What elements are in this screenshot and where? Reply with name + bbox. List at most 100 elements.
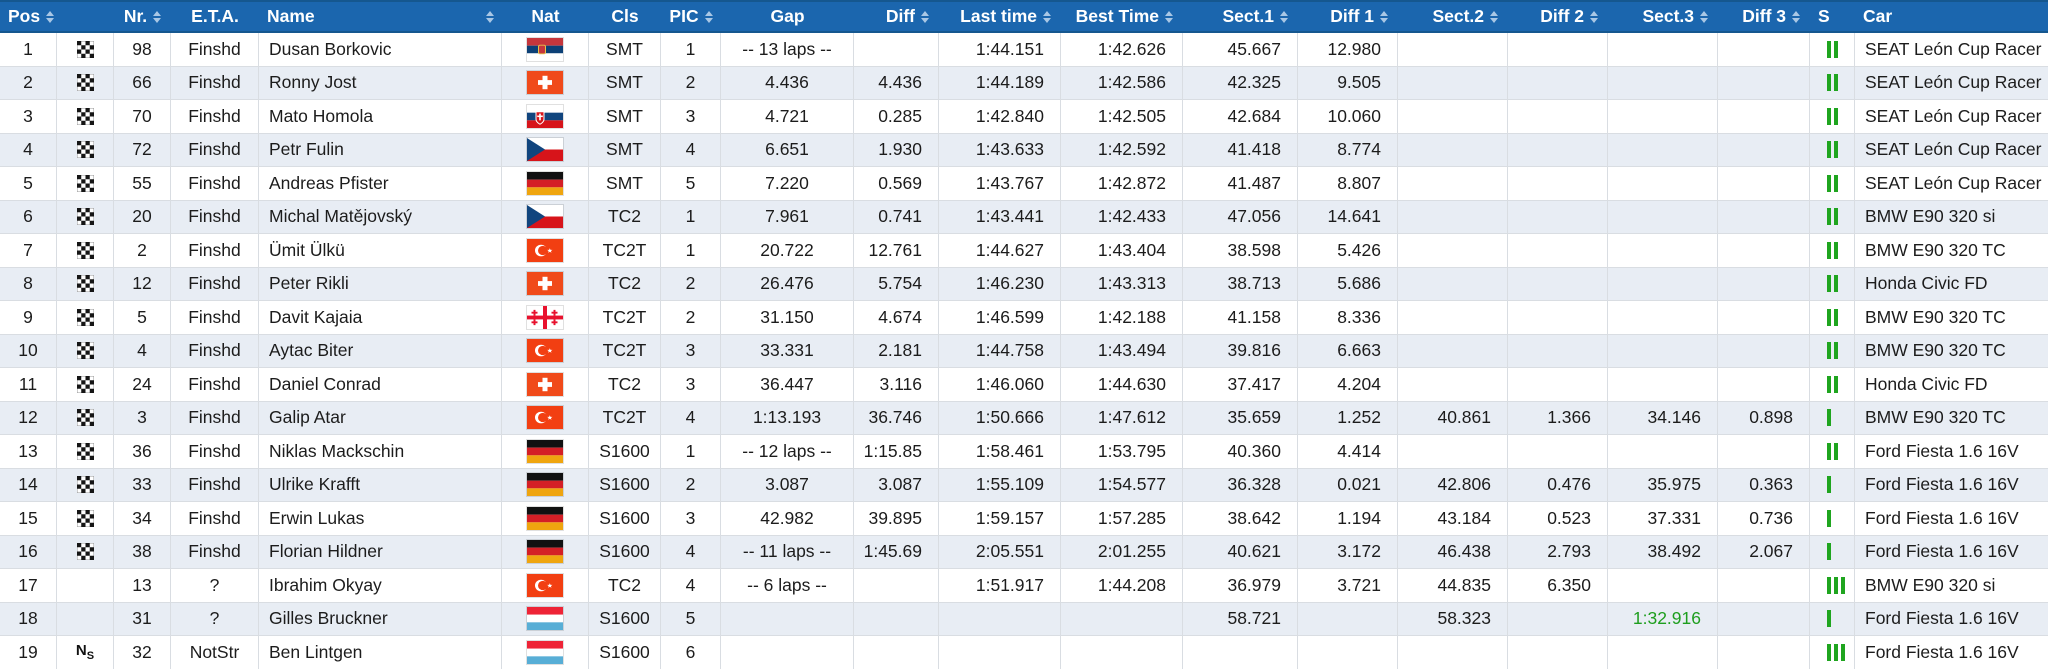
gap-cell: -- 11 laps -- (721, 535, 854, 568)
column-header-s2[interactable]: Sect.2 (1398, 2, 1508, 31)
status-bars-icon (1820, 74, 1838, 92)
table-row[interactable]: 13 36 Finshd Niklas Mackschin S1600 1 -- 12 la… (0, 435, 2048, 469)
column-header-nr[interactable]: Nr. (114, 2, 171, 31)
pic-cell: 2 (661, 468, 721, 501)
sort-icon (704, 10, 713, 23)
gap-cell: 7.220 (721, 167, 854, 200)
pic-cell: 4 (661, 133, 721, 166)
column-header-s1[interactable]: Sect.1 (1183, 2, 1298, 31)
name-cell: Erwin Lukas (259, 502, 502, 535)
status-bars-icon (1820, 208, 1838, 226)
best-cell: 1:44.208 (1061, 569, 1183, 602)
table-row[interactable]: 12 3 Finshd Galip Atar TC2T 4 1:13.193 36.746 1:… (0, 401, 2048, 435)
gap-cell: -- 13 laps -- (721, 33, 854, 66)
gap-cell: -- 12 laps -- (721, 435, 854, 468)
pic-cell: 3 (661, 100, 721, 133)
d2-cell (1508, 368, 1608, 401)
table-row[interactable]: 10 4 Finshd Aytac Biter TC2T 3 33.331 2.181 1:44… (0, 334, 2048, 368)
table-row[interactable]: 18 31? Gilles Bruckner S1600 5 58.721 58.323 1:… (0, 602, 2048, 636)
d2-cell (1508, 267, 1608, 300)
table-row[interactable]: 14 33 Finshd Ulrike Krafft S1600 2 3.087 3.087 1… (0, 468, 2048, 502)
column-header-name[interactable]: Name (259, 2, 502, 31)
checkered-flag-icon (76, 107, 94, 125)
table-row[interactable]: 15 34 Finshd Erwin Lukas S1600 3 42.982 39.895 1… (0, 502, 2048, 536)
s1-cell: 35.659 (1183, 401, 1298, 434)
cls-cell: S1600 (589, 535, 661, 568)
car-cell: Ford Fiesta 1.6 16V (1865, 474, 2019, 495)
d2-cell (1508, 66, 1608, 99)
pic-cell: 5 (661, 167, 721, 200)
table-row[interactable]: 2 66 Finshd Ronny Jost SMT 2 4.436 4.436 1:44.18… (0, 66, 2048, 100)
diff-cell: 12.761 (854, 234, 939, 267)
table-row[interactable]: 19 NS 32 NotStr Ben Lintgen S1600 6 Ford Fiesta… (0, 636, 2048, 669)
eta-cell: Finshd (171, 334, 259, 367)
status-bars-icon (1820, 375, 1838, 393)
column-header-d2[interactable]: Diff 2 (1508, 2, 1608, 31)
table-row[interactable]: 6 20 Finshd Michal Matějovský TC2 1 7.961 0.741… (0, 200, 2048, 234)
car-cell: BMW E90 320 TC (1865, 340, 2006, 361)
pos-cell: 4 (0, 133, 57, 166)
pic-cell: 2 (661, 301, 721, 334)
nationality-cell (502, 100, 589, 133)
name-cell: Daniel Conrad (259, 368, 502, 401)
d3-cell (1718, 334, 1810, 367)
column-header-pos[interactable]: Pos (0, 2, 57, 31)
nationality-cell (502, 133, 589, 166)
nationality-cell (502, 401, 589, 434)
finish-status-cell (57, 33, 114, 66)
car-cell: BMW E90 320 TC (1865, 306, 2006, 327)
column-label: Nr. (123, 6, 148, 26)
table-row[interactable]: 17 13? Ibrahim Okyay TC2 4 -- 6 laps -- 1:51.9… (0, 569, 2048, 603)
eta-cell: Finshd (171, 167, 259, 200)
cls-cell: SMT (589, 33, 661, 66)
checkered-flag-icon (76, 40, 94, 58)
flag-de-icon (527, 540, 563, 564)
column-header-s3[interactable]: Sect.3 (1608, 2, 1718, 31)
table-row[interactable]: 5 55 Finshd Andreas Pfister SMT 5 7.220 0.569 1:… (0, 167, 2048, 201)
cls-cell: TC2 (589, 368, 661, 401)
column-header-d1[interactable]: Diff 1 (1298, 2, 1398, 31)
table-row[interactable]: 9 5 Finshd Davit Kajaia TC2T 2 31.150 4.674 1:46… (0, 301, 2048, 335)
sort-icon (486, 10, 494, 23)
sort-icon (1792, 10, 1800, 23)
status-bars-icon (1820, 543, 1831, 561)
car-cell: Ford Fiesta 1.6 16V (1865, 507, 2019, 528)
table-row[interactable]: 7 2 Finshd Ümit Ülkü TC2T 1 20.722 12.761 1:44.6… (0, 234, 2048, 268)
status-bars-cell (1810, 133, 1855, 166)
best-cell: 1:42.626 (1061, 33, 1183, 66)
nr-cell: 55 (114, 167, 171, 200)
d2-cell: 6.350 (1508, 569, 1608, 602)
gap-cell (721, 636, 854, 669)
status-bars-icon (1820, 476, 1831, 494)
column-label: Car (1863, 6, 1893, 26)
finish-status-cell (57, 502, 114, 535)
column-header-pic[interactable]: PIC (661, 2, 721, 31)
table-row[interactable]: 1 98 Finshd Dusan Borkovic SMT 1 -- 13 laps --… (0, 33, 2048, 67)
nationality-cell (502, 267, 589, 300)
last-cell: 1:44.189 (939, 66, 1061, 99)
last-cell: 1:58.461 (939, 435, 1061, 468)
column-header-diff[interactable]: Diff (854, 2, 939, 31)
table-row[interactable]: 4 72 Finshd Petr Fulin SMT 4 6.651 1.930 1:43.63… (0, 133, 2048, 167)
table-row[interactable]: 16 38 Finshd Florian Hildner S1600 4 -- 11 lap… (0, 535, 2048, 569)
column-label: Sect.3 (1642, 6, 1694, 26)
status-bars-cell (1810, 535, 1855, 568)
table-row[interactable]: 3 70 Finshd Mato Homola SMT 3 4.721 0.285 1:42.8… (0, 100, 2048, 134)
column-label: E.T.A. (191, 6, 239, 26)
s1-cell: 47.056 (1183, 200, 1298, 233)
table-row[interactable]: 11 24 Finshd Daniel Conrad TC2 3 36.447 3.116 1:… (0, 368, 2048, 402)
sort-icon (1490, 10, 1498, 23)
last-cell: 1:46.230 (939, 267, 1061, 300)
d1-cell: 10.060 (1298, 100, 1398, 133)
name-cell: Andreas Pfister (259, 167, 502, 200)
column-header-last[interactable]: Last time (939, 2, 1061, 31)
status-bars-cell (1810, 636, 1855, 669)
column-header-d3[interactable]: Diff 3 (1718, 2, 1810, 31)
s3-cell (1608, 33, 1718, 66)
table-row[interactable]: 8 12 Finshd Peter Rikli TC2 2 26.476 5.754 1:46.… (0, 267, 2048, 301)
nr-cell: 2 (114, 234, 171, 267)
d3-cell (1718, 200, 1810, 233)
s3-cell: 1:32.916 (1608, 602, 1718, 635)
column-header-best[interactable]: Best Time (1061, 2, 1183, 31)
